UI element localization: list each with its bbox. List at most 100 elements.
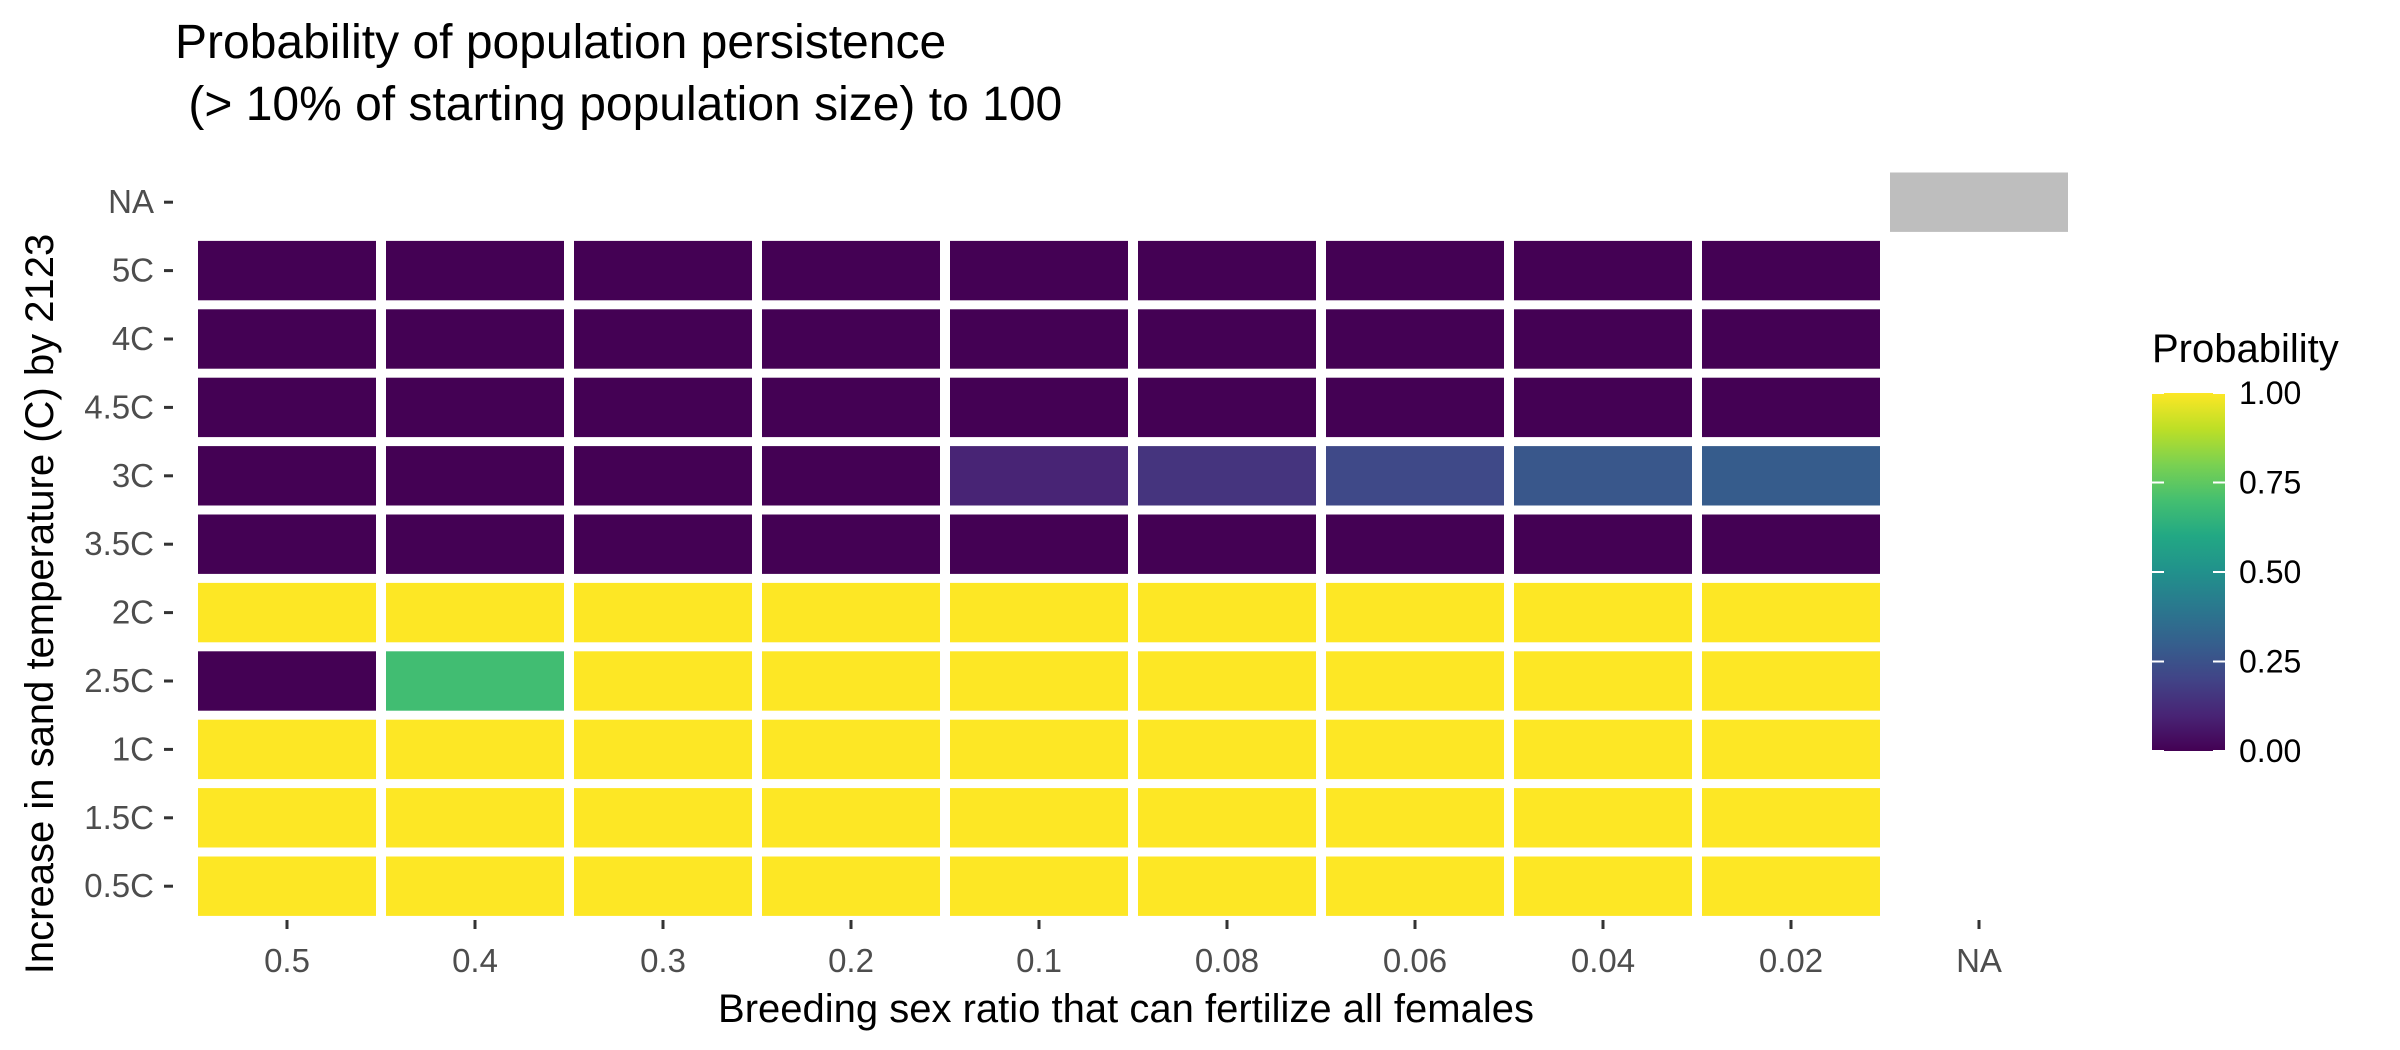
heatmap-cell [574,719,752,780]
heatmap-cell [762,309,940,369]
heatmap-cell [1326,377,1504,438]
heatmap-cell [950,582,1128,643]
x-tick-label: 0.06 [1383,942,1447,979]
heatmap-cell [1138,719,1316,780]
heatmap-cell [1702,446,1880,506]
x-tick-label: 0.2 [828,942,874,979]
heatmap-cell [762,377,940,438]
heatmap-cell [762,856,940,916]
x-axis-title: Breeding sex ratio that can fertilize al… [718,987,1534,1031]
heatmap-cell [198,651,376,711]
heatmap-cell [386,719,564,780]
heatmap-cell [1138,582,1316,643]
heatmap-cell [386,788,564,848]
heatmap-cell [1514,377,1692,438]
heatmap-cell [950,377,1128,438]
heatmap-cell [1326,788,1504,848]
heatmap-cell [950,719,1128,780]
heatmap-cell [386,377,564,438]
heatmap-cell [386,582,564,643]
heatmap-cell [1138,514,1316,574]
heatmap-cell [386,309,564,369]
heatmap-cell [574,514,752,574]
heatmap-cell [762,514,940,574]
heatmap-cell [950,446,1128,506]
legend-tick-label: 0.00 [2239,733,2301,769]
y-axis-title: Increase in sand temperature (C) by 2123 [18,234,62,974]
heatmap-cell [762,719,940,780]
heatmap-cell [1326,514,1504,574]
heatmap-cell [574,309,752,369]
x-tick-label: NA [1956,942,2002,979]
heatmap-cell [1138,309,1316,369]
x-tick-label: 0.4 [452,942,498,979]
heatmap-cell [574,240,752,301]
heatmap-cell [198,788,376,848]
heatmap-cell [1514,651,1692,711]
legend-tick-label: 1.00 [2239,375,2301,411]
heatmap-cell [386,651,564,711]
heatmap-cell [386,446,564,506]
heatmap-cell [574,582,752,643]
heatmap-cell [1514,446,1692,506]
heatmap-cell [1138,651,1316,711]
heatmap-cell [762,240,940,301]
heatmap-cell [386,856,564,916]
heatmap-cell [1702,582,1880,643]
y-tick-label: 1.5C [84,799,154,836]
chart-title-line-1: Probability of population persistence [175,16,946,69]
heatmap-cell [1514,788,1692,848]
heatmap-cell [1326,309,1504,369]
y-tick-label: 3C [112,457,154,494]
heatmap-cell [198,240,376,301]
heatmap-cell [950,514,1128,574]
y-tick-label: NA [108,183,154,220]
heatmap-cell [1326,651,1504,711]
y-tick-label: 2C [112,594,154,631]
heatmap-cell [762,788,940,848]
heatmap-cell [1702,788,1880,848]
heatmap-cell [1890,172,2068,232]
heatmap-cell [574,446,752,506]
heatmap-cell [1702,514,1880,574]
heatmap-cell [1702,309,1880,369]
heatmap-cell [950,788,1128,848]
heatmap-cell [1514,240,1692,301]
heatmap-cell [1138,856,1316,916]
heatmap-cell [762,582,940,643]
x-tick-label: 0.5 [264,942,310,979]
x-tick-label: 0.02 [1759,942,1823,979]
heatmap-cell [574,856,752,916]
legend-tick-label: 0.75 [2239,465,2301,501]
heatmap-cell [1326,856,1504,916]
heatmap-cell [1138,240,1316,301]
legend-tick-label: 0.50 [2239,554,2301,590]
heatmap-cell [762,651,940,711]
x-tick-label: 0.04 [1571,942,1635,979]
heatmap-cell [198,309,376,369]
heatmap-cell [1702,719,1880,780]
legend-ticks: 0.00 0.25 0.50 0.75 1.00 [2152,375,2301,769]
heatmap-cell [1514,582,1692,643]
heatmap-cell [1326,240,1504,301]
heatmap-cell [198,856,376,916]
heatmap-cell [1702,651,1880,711]
legend-colorbar [2152,393,2225,751]
heatmap-cell [574,651,752,711]
heatmap-cell [1326,582,1504,643]
y-axis-ticks: NA 5C 4C 4.5C 3C 3.5C 2C 2.5C 1C 1.5C 0.5C [84,183,173,904]
heatmap-cell [198,377,376,438]
heatmap-cell [386,240,564,301]
legend-title: Probability [2152,327,2339,371]
x-axis-ticks: 0.5 0.4 0.3 0.2 0.1 0.08 0.06 0.04 0.02 NA [264,920,2002,979]
heatmap-cell [1514,309,1692,369]
y-tick-label: 4.5C [84,388,154,425]
y-tick-label: 4C [112,320,154,357]
y-tick-label: 2.5C [84,662,154,699]
heatmap-cell [950,651,1128,711]
heatmap-cell [1326,446,1504,506]
heatmap-cell [950,240,1128,301]
heatmap-cell [1138,788,1316,848]
heatmap-cell [198,719,376,780]
